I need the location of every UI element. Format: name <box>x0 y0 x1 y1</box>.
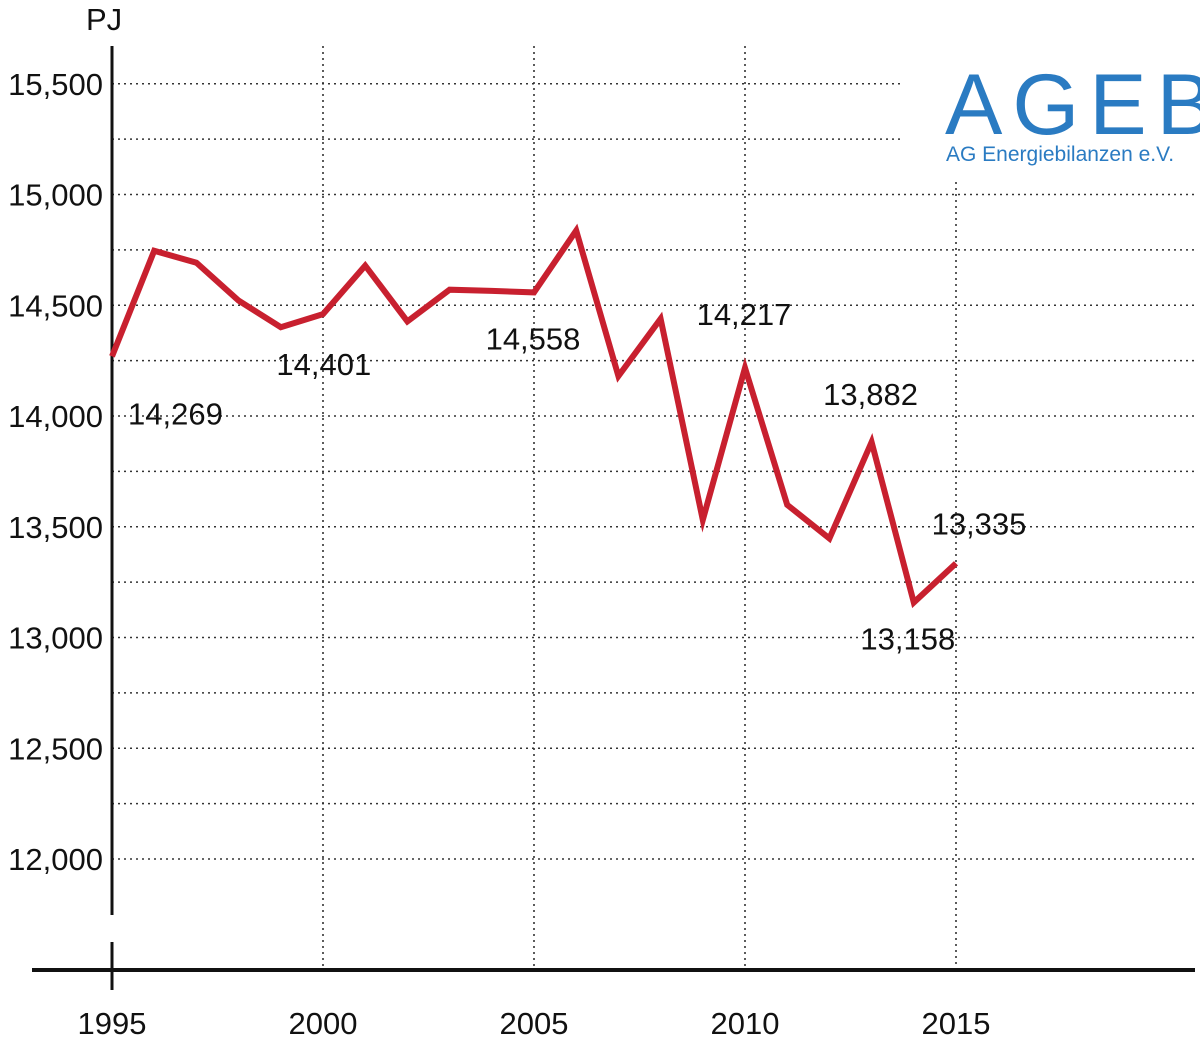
horizontal-gridlines <box>112 82 1195 860</box>
series-line <box>109 223 959 609</box>
y-axis-unit-label: PJ <box>86 2 122 37</box>
y-tick-label: 15,000 <box>8 178 103 213</box>
ageb-logo-subtitle: AG Energiebilanzen e.V. <box>946 143 1175 166</box>
data-label: 13,882 <box>823 377 918 412</box>
data-label: 14,217 <box>697 297 792 332</box>
y-tick-label: 12,000 <box>8 842 103 877</box>
axes <box>32 46 1195 990</box>
y-tick-label: 12,500 <box>8 731 103 766</box>
x-tick-label: 2000 <box>289 1006 358 1041</box>
series-group <box>109 223 959 609</box>
data-label: 14,558 <box>486 321 581 356</box>
data-label: 14,269 <box>128 396 223 431</box>
data-labels: 14,269 14,401 14,558 14,217 13,882 13,158 13,3… <box>128 297 1026 657</box>
y-tick-label: 13,000 <box>8 621 103 656</box>
y-tick-label: 14,000 <box>8 399 103 434</box>
vertical-gridlines <box>322 46 957 970</box>
y-tick-labels: 12,000 12,500 13,000 13,500 14,000 14,500 15,0… <box>8 67 103 877</box>
y-tick-label: 14,500 <box>8 288 103 323</box>
y-tick-label: 15,500 <box>8 67 103 102</box>
ageb-logo: AGEB <box>945 57 1200 153</box>
x-tick-label: 2010 <box>711 1006 780 1041</box>
y-tick-label: 13,500 <box>8 510 103 545</box>
data-label: 13,335 <box>932 506 1027 541</box>
data-label: 14,401 <box>276 347 371 382</box>
x-tick-label: 1995 <box>78 1006 147 1041</box>
x-tick-labels: 1995 2000 2005 2010 2015 <box>78 1006 991 1041</box>
x-tick-label: 2015 <box>922 1006 991 1041</box>
x-tick-label: 2005 <box>500 1006 569 1041</box>
data-label: 13,158 <box>860 622 955 657</box>
